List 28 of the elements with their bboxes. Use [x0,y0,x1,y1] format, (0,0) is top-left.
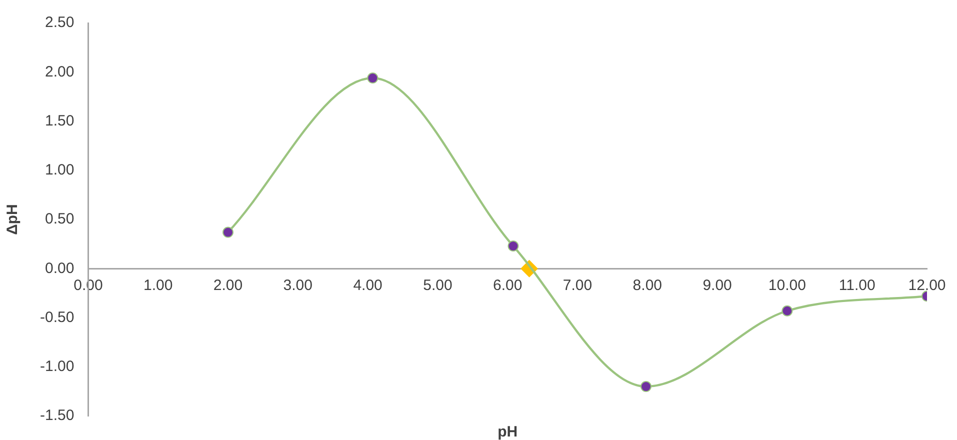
y-tick-label: -0.50 [40,308,74,326]
y-tick-label: 0.00 [44,260,74,277]
y-tick-label: 2.50 [44,14,74,32]
y-tick-label: 1.50 [44,112,74,130]
y-tick-label: 2.00 [44,63,74,80]
x-tick-label: 5.00 [423,276,452,294]
point [782,305,793,316]
y-axis-title: ΔpH [4,204,22,235]
x-tick-label: 9.00 [702,276,732,294]
x-tick-label: 7.00 [562,276,592,294]
point [222,226,234,238]
x-tick-label: 8.00 [632,276,662,294]
point [508,240,519,252]
point [367,72,378,84]
y-tick-label: 1.00 [44,162,74,179]
x-tick-label: 10.00 [768,276,806,294]
point [640,381,652,392]
x-tick-label: 4.00 [353,276,382,294]
x-tick-label: 6.00 [492,276,522,294]
y-tick-label: -1.50 [40,407,74,424]
y-tick-label: 0.50 [44,210,74,228]
x-tick-label: 2.00 [213,276,243,294]
y-tick-label: -1.00 [40,358,74,376]
x-tick-label: 12.00 [908,276,946,294]
x-axis-title: pH [498,424,518,440]
x-tick-label: 11.00 [838,276,876,294]
x-tick-label: 3.00 [283,276,312,294]
x-tick-label: 1.00 [143,276,173,294]
